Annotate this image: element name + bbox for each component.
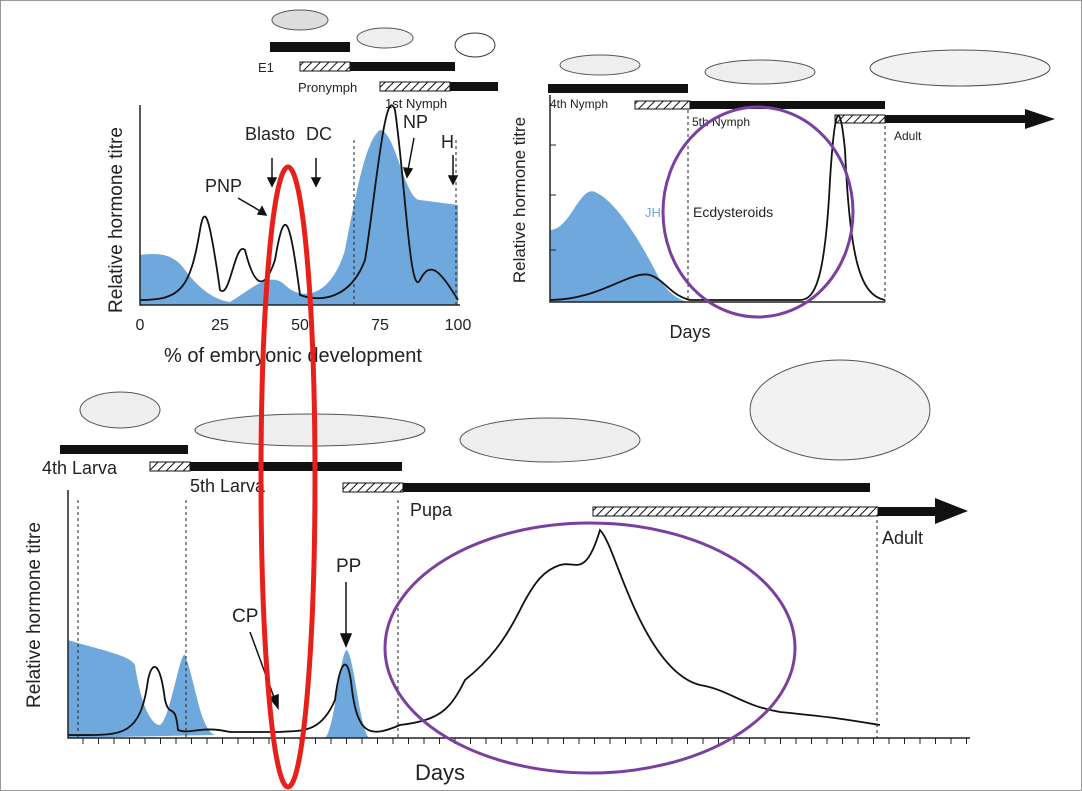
stage-bar xyxy=(380,82,450,91)
stage-bar xyxy=(593,507,878,516)
tick-label: 0 xyxy=(136,317,145,334)
stage-bar xyxy=(60,445,188,454)
sketch xyxy=(870,50,1050,86)
stage-bar xyxy=(635,101,690,109)
x-label: % of embryonic development xyxy=(164,345,422,367)
event-label: NP xyxy=(403,112,428,132)
sketch xyxy=(272,10,328,30)
sketch xyxy=(455,33,495,57)
tick-label: 75 xyxy=(371,317,389,334)
stage-bar xyxy=(450,82,498,91)
stage-label: 4th Larva xyxy=(42,458,118,478)
y-label: Relative hormone titre xyxy=(106,127,127,313)
y-label: Relative hormone titre xyxy=(510,117,529,283)
stage-label: 4th Nymph xyxy=(550,97,608,111)
x-label: Days xyxy=(415,760,465,785)
stage-label: Adult xyxy=(894,129,922,143)
stage-bar xyxy=(350,62,455,71)
figure: E1 Pronymph 1st Nymph Relative hormone t… xyxy=(0,0,1082,791)
sketch xyxy=(560,55,640,75)
stage-label: Pronymph xyxy=(298,80,357,95)
tick-label: 50 xyxy=(291,317,309,334)
sketch xyxy=(750,360,930,460)
event-label: H xyxy=(441,132,454,152)
stage-bar xyxy=(403,483,870,492)
event-label: DC xyxy=(306,124,332,144)
tick-label: 100 xyxy=(445,317,472,334)
event-label: PP xyxy=(336,556,361,577)
stage-bar xyxy=(343,483,403,492)
x-label: Days xyxy=(669,322,710,342)
stage-label: Pupa xyxy=(410,500,453,520)
stage-bar xyxy=(690,101,885,109)
y-label: Relative hormone titre xyxy=(24,522,45,708)
sketch xyxy=(705,60,815,84)
sketch xyxy=(460,418,640,462)
stage-bar xyxy=(300,62,350,71)
hormone-label: JH xyxy=(645,205,661,220)
stage-label: 5th Larva xyxy=(190,476,266,496)
sketch xyxy=(195,414,425,446)
sketch xyxy=(357,28,413,48)
stage-label: Adult xyxy=(882,528,923,548)
event-label: Blasto xyxy=(245,124,295,144)
event-label: CP xyxy=(232,606,258,627)
event-label: PNP xyxy=(205,176,242,196)
sketch xyxy=(80,392,160,428)
stage-bar xyxy=(548,84,688,93)
tick-label: 25 xyxy=(211,317,229,334)
stage-bar xyxy=(190,462,402,471)
stage-bar xyxy=(835,115,885,123)
stage-bar xyxy=(878,507,938,516)
stage-bar xyxy=(270,42,350,52)
stage-bar xyxy=(885,115,1025,123)
hormone-label: Ecdysteroids xyxy=(693,204,773,220)
stage-label: E1 xyxy=(258,60,274,75)
stage-bar xyxy=(150,462,190,471)
